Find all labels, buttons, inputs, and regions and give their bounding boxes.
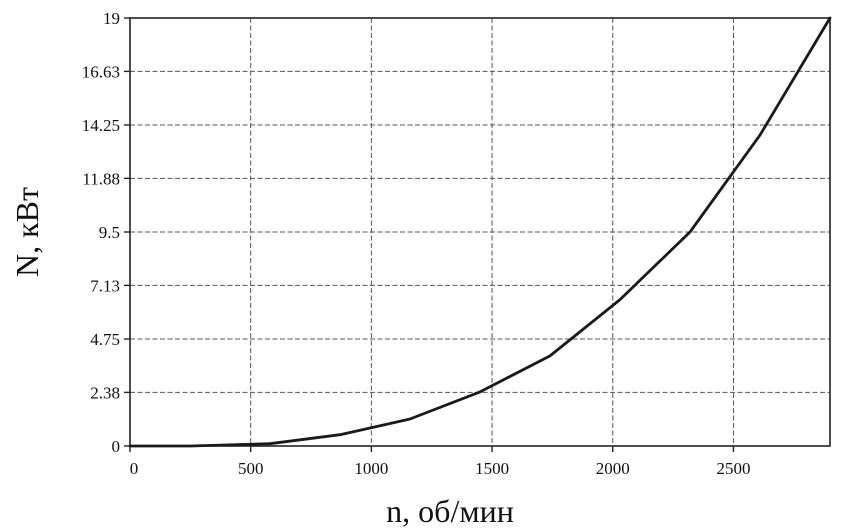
- y-tick-label: 11.88: [82, 169, 120, 188]
- x-tick-label: 2000: [596, 459, 630, 478]
- y-tick-label: 2.38: [90, 383, 120, 402]
- y-tick-label: 16.63: [82, 62, 120, 81]
- y-tick-label: 9.5: [99, 223, 120, 242]
- y-tick-label: 19: [103, 9, 120, 28]
- x-tick-label: 1500: [475, 459, 509, 478]
- x-tick-label: 0: [130, 459, 139, 478]
- series-layer: [128, 16, 832, 448]
- x-axis-ticks: 0 500 1000 1500 2000 2500: [129, 446, 750, 478]
- y-tick-label: 7.13: [90, 276, 120, 295]
- x-tick-label: 1000: [354, 459, 388, 478]
- series-line: [128, 16, 832, 448]
- y-axis-ticks: 0 2.38 4.75 7.13 9.5 11.88 14.25 16.63 19: [82, 9, 130, 456]
- y-tick-label: 14.25: [82, 116, 120, 135]
- y-tick-label: 0: [112, 437, 121, 456]
- x-axis-label: n, об/мин: [386, 493, 514, 529]
- x-tick-label: 2500: [716, 459, 750, 478]
- x-tick-label: 500: [238, 459, 264, 478]
- y-axis-label: N, кВт: [9, 187, 45, 277]
- y-tick-label: 4.75: [90, 330, 120, 349]
